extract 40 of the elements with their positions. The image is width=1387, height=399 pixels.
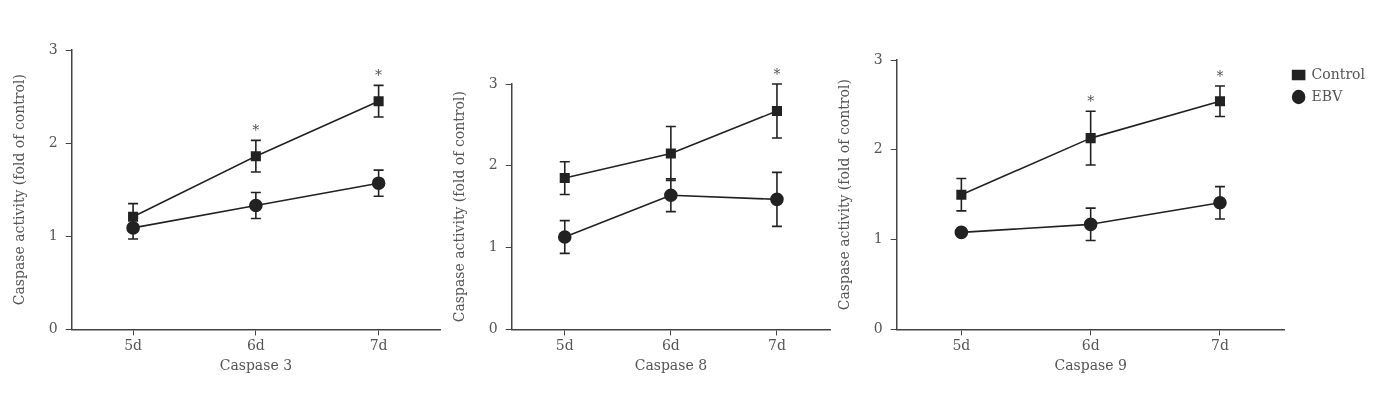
- y-tick-label: 3: [873, 50, 883, 67]
- legend-label: EBV: [1311, 87, 1344, 104]
- y-tick-label: 0: [48, 320, 58, 337]
- x-tick-label: 5d: [124, 337, 143, 354]
- y-tick-label: 2: [873, 140, 883, 157]
- y-axis-title: Caspase activity (fold of control): [11, 74, 28, 306]
- y-tick-label: 1: [873, 230, 883, 247]
- y-tick-label: 0: [488, 320, 498, 337]
- annotation: *: [1087, 92, 1095, 109]
- point: [373, 96, 384, 107]
- y-tick-label: 2: [48, 133, 58, 150]
- x-axis-title: Caspase 9: [1054, 357, 1127, 374]
- x-tick-label: 5d: [952, 337, 971, 354]
- y-tick-label: 3: [488, 74, 498, 91]
- annotation: *: [1216, 67, 1224, 84]
- x-tick-label: 6d: [246, 337, 265, 354]
- x-tick-label: 5d: [555, 337, 574, 354]
- annotation: *: [252, 121, 260, 138]
- y-tick-label: 2: [488, 156, 498, 173]
- y-tick-label: 1: [488, 238, 498, 255]
- point: [371, 176, 386, 190]
- point: [1083, 217, 1098, 232]
- y-tick-label: 1: [48, 226, 58, 243]
- x-tick-label: 7d: [369, 337, 388, 354]
- y-tick-label: 0: [873, 320, 883, 337]
- annotation: *: [375, 67, 383, 84]
- y-tick-label: 3: [48, 40, 58, 57]
- x-tick-label: 7d: [1211, 337, 1229, 354]
- point: [954, 225, 969, 240]
- y-axis-title: Caspase activity (fold of control): [836, 79, 853, 311]
- y-axis-title: Caspase activity (fold of control): [451, 91, 468, 323]
- x-tick-label: 6d: [661, 337, 680, 354]
- x-tick-label: 6d: [1081, 337, 1100, 354]
- point: [1085, 133, 1096, 144]
- annotation: *: [773, 65, 781, 82]
- legend-label: Control: [1311, 65, 1366, 82]
- x-axis-title: Caspase 3: [219, 357, 293, 374]
- x-tick-label: 7d: [768, 337, 786, 354]
- x-axis-title: Caspase 8: [634, 357, 708, 374]
- point: [956, 189, 967, 200]
